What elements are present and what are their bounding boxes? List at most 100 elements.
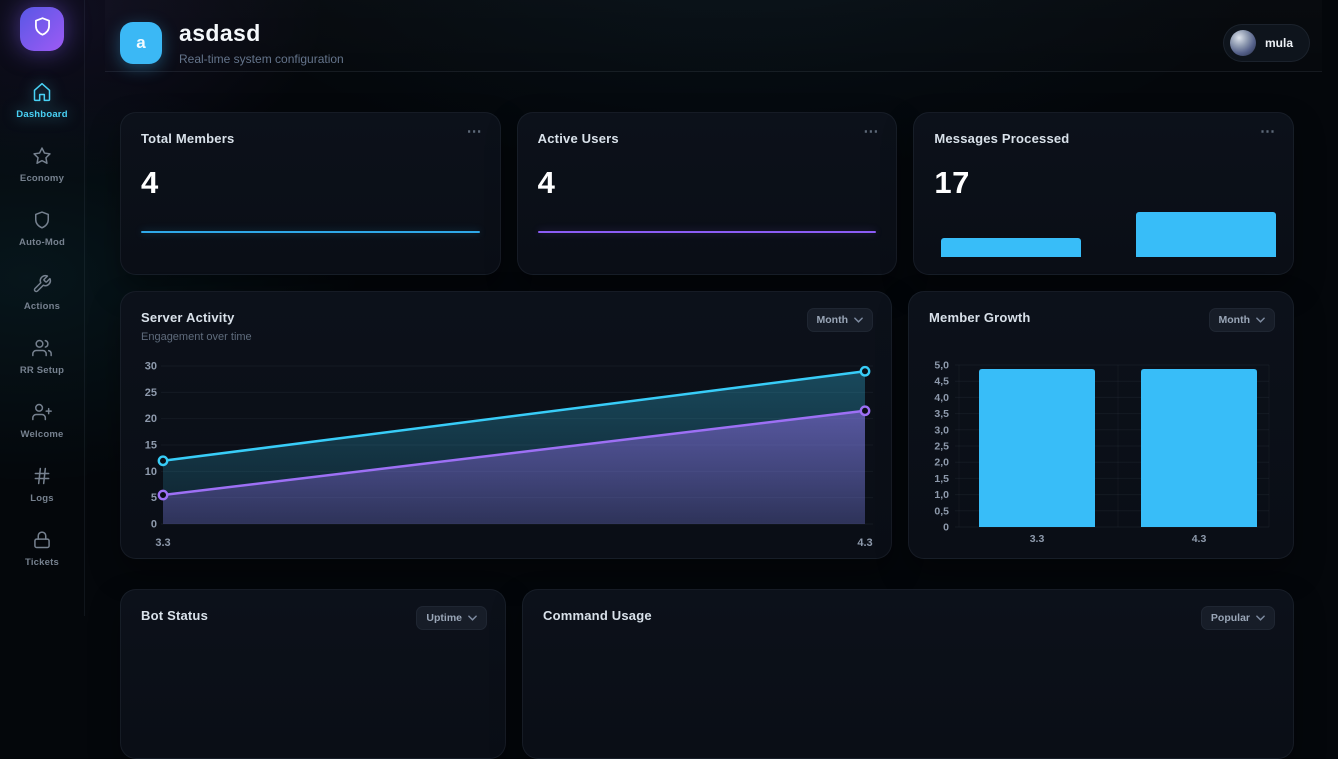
stat-spark-bar xyxy=(1135,212,1276,257)
axis-tick-label: 30 xyxy=(145,361,157,373)
x-axis-label: 3.3 xyxy=(1030,533,1045,545)
stat-spark-bar xyxy=(940,238,1081,257)
command-usage-card: Command Usage Popular xyxy=(522,589,1294,759)
series-area xyxy=(163,410,865,524)
axis-tick-label: 20 xyxy=(145,413,157,425)
stats-row: Total Members ⋯ 4 Active Users ⋯ 4 Messa… xyxy=(120,112,1294,275)
sidebar-item-label: RR Setup xyxy=(19,365,65,376)
period-dropdown-label: Month xyxy=(1218,314,1251,326)
chart-title: Server Activity xyxy=(141,310,235,325)
chart-subtitle: Engagement over time xyxy=(141,331,252,343)
stat-card-messages-processed: Messages Processed ⋯ 17 xyxy=(913,112,1294,275)
bot-status-card: Bot Status Uptime xyxy=(120,589,506,759)
sidebar-item-actions[interactable]: Actions xyxy=(0,261,85,325)
series-line xyxy=(162,370,866,463)
chevron-down-icon xyxy=(854,317,863,323)
bar xyxy=(979,369,1095,527)
stat-title: Total Members xyxy=(141,131,235,146)
sidebar-item-label: Logs xyxy=(30,493,54,504)
stat-value: 17 xyxy=(934,165,970,200)
axis-tick-label: 2,0 xyxy=(934,457,949,469)
sidebar-item-label: Economy xyxy=(19,173,65,184)
stat-card-active-users: Active Users ⋯ 4 xyxy=(516,112,898,275)
users-icon xyxy=(32,338,52,358)
card-menu-button[interactable]: ⋯ xyxy=(466,123,484,140)
app-logo[interactable] xyxy=(20,7,64,51)
sidebar-nav: Dashboard Economy Auto-Mod Actions RR Setup W… xyxy=(0,69,85,581)
sidebar-item-label: Welcome xyxy=(20,429,64,440)
axis-tick-label: 4,0 xyxy=(934,392,949,404)
shield-icon xyxy=(32,16,53,42)
sidebar-item-label: Auto-Mod xyxy=(19,237,65,248)
main-area: a asdasd Real-time system configuration … xyxy=(85,0,1338,759)
server-avatar: a xyxy=(120,21,162,64)
axis-tick-label: 1,0 xyxy=(934,489,949,501)
x-axis-label: 4.3 xyxy=(857,537,872,549)
x-axis-label: 4.3 xyxy=(1192,533,1207,545)
axis-tick-label: 3,5 xyxy=(934,408,949,420)
sidebar-item-dashboard[interactable]: Dashboard xyxy=(0,69,85,133)
axis-tick-label: 5,0 xyxy=(934,360,949,372)
period-dropdown[interactable]: Month xyxy=(1208,308,1275,332)
sidebar: Dashboard Economy Auto-Mod Actions RR Setup W… xyxy=(0,0,85,616)
sidebar-item-label: Tickets xyxy=(25,557,59,568)
bar xyxy=(1141,369,1257,527)
stat-title: Active Users xyxy=(537,131,619,146)
period-dropdown[interactable]: Month xyxy=(806,308,873,332)
home-icon xyxy=(32,82,52,102)
stat-value: 4 xyxy=(537,165,556,200)
sidebar-item-rr-setup[interactable]: RR Setup xyxy=(0,325,85,389)
axis-tick-label: 1,5 xyxy=(934,473,949,485)
sidebar-item-logs[interactable]: Logs xyxy=(0,453,85,517)
sidebar-item-label: Actions xyxy=(23,301,61,312)
member-growth-card: Member Growth Month 0 0,5 1,0 1,5 2,0 2,5 3,0 3… xyxy=(908,291,1294,559)
sidebar-item-auto-mod[interactable]: Auto-Mod xyxy=(0,197,85,261)
card-menu-button[interactable]: ⋯ xyxy=(1259,123,1277,140)
stat-card-total-members: Total Members ⋯ 4 xyxy=(120,112,501,275)
data-point-marker xyxy=(157,455,169,467)
sidebar-item-tickets[interactable]: Tickets xyxy=(0,517,85,581)
page-title: asdasd xyxy=(179,19,261,46)
bottom-row: Bot Status Uptime Command Usage Popular xyxy=(120,589,1294,759)
sidebar-item-label: Dashboard xyxy=(16,109,68,120)
hash-icon xyxy=(32,466,52,486)
sidebar-item-welcome[interactable]: Welcome xyxy=(0,389,85,453)
axis-tick-label: 5 xyxy=(151,492,157,504)
axis-tick-label: 2,5 xyxy=(934,441,949,453)
chart-title: Member Growth xyxy=(929,310,1031,325)
axis-tick-label: 3,0 xyxy=(934,424,949,436)
server-activity-chart: 0 5 10 15 20 25 30 3.3 4.3 xyxy=(145,361,873,549)
wrench-icon xyxy=(32,274,52,294)
user-menu[interactable]: mula xyxy=(1222,23,1310,62)
period-dropdown[interactable]: Popular xyxy=(1200,606,1275,630)
page-subtitle: Real-time system configuration xyxy=(179,51,344,66)
user-name: mula xyxy=(1264,35,1293,50)
stat-sparkline xyxy=(141,231,480,233)
axis-tick-label: 15 xyxy=(145,440,157,452)
period-dropdown-label: Uptime xyxy=(426,612,462,624)
axis-tick-label: 0 xyxy=(151,519,157,531)
data-point-marker xyxy=(859,405,871,417)
card-menu-button[interactable]: ⋯ xyxy=(863,123,881,140)
axis-tick-label: 0 xyxy=(943,522,949,534)
x-axis-label: 3.3 xyxy=(155,537,170,549)
user-plus-icon xyxy=(32,402,52,422)
dashboard-content: Total Members ⋯ 4 Active Users ⋯ 4 Messa… xyxy=(120,112,1294,759)
header-text: asdasd Real-time system configuration xyxy=(179,20,344,66)
series-line xyxy=(162,409,866,497)
axis-tick-label: 4,5 xyxy=(934,376,949,388)
sidebar-item-economy[interactable]: Economy xyxy=(0,133,85,197)
user-avatar xyxy=(1229,29,1256,56)
stat-title: Messages Processed xyxy=(934,131,1070,146)
period-dropdown[interactable]: Uptime xyxy=(416,606,487,630)
star-icon xyxy=(32,146,52,166)
lock-icon xyxy=(32,530,52,550)
period-dropdown-label: Month xyxy=(816,314,849,326)
member-growth-chart: 0 0,5 1,0 1,5 2,0 2,5 3,0 3,5 4,0 4,5 5,0 3.3 4.3 xyxy=(934,360,1270,545)
axis-tick-label: 25 xyxy=(145,387,157,399)
stat-value: 4 xyxy=(141,165,159,200)
chevron-down-icon xyxy=(1256,317,1265,323)
axis-tick-label: 10 xyxy=(145,466,157,478)
stat-sparkline xyxy=(537,231,877,233)
data-point-marker xyxy=(859,365,871,377)
